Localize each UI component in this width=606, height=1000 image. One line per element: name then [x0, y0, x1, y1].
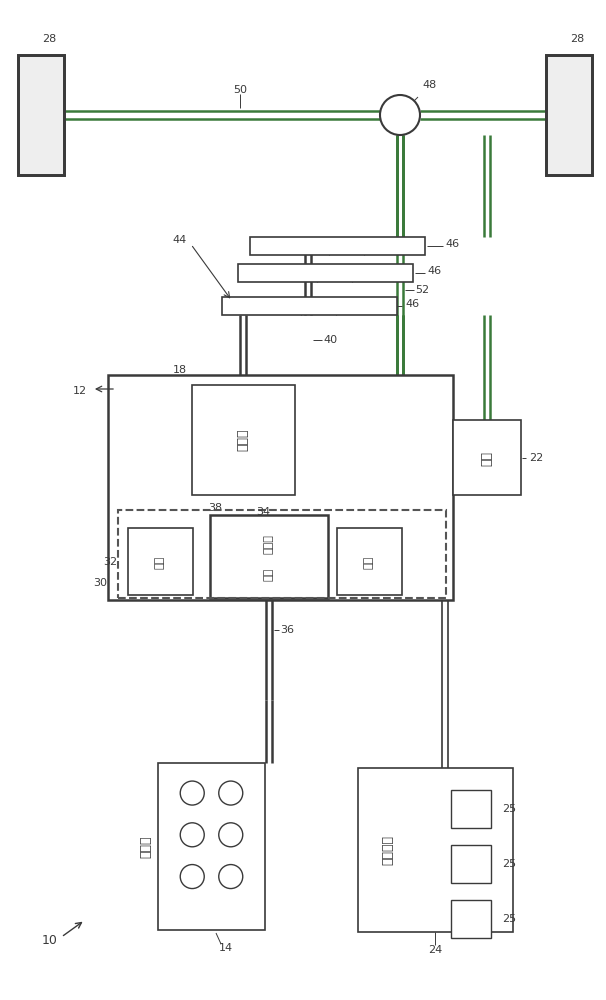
Text: 发电机: 发电机 [236, 429, 250, 451]
Text: 10: 10 [42, 934, 58, 946]
Text: 24: 24 [428, 945, 442, 955]
Circle shape [219, 823, 243, 847]
Text: 马达: 马达 [481, 450, 493, 466]
Bar [210, 515, 328, 598]
Bar [108, 375, 453, 600]
Text: 25: 25 [502, 859, 516, 869]
Bar [238, 264, 413, 282]
Bar [451, 900, 491, 938]
Text: 36: 36 [280, 625, 294, 635]
Text: 32: 32 [103, 557, 117, 567]
Text: 46: 46 [428, 266, 442, 276]
Circle shape [219, 865, 243, 889]
Bar [546, 55, 592, 175]
Bar [250, 237, 425, 255]
Text: 14: 14 [219, 943, 233, 953]
Bar [118, 510, 446, 598]
Text: 齿圈: 齿圈 [364, 555, 374, 569]
Bar [453, 420, 521, 495]
Bar [18, 55, 64, 175]
Text: 12: 12 [73, 386, 87, 396]
Text: 22: 22 [529, 453, 543, 463]
Bar [222, 297, 397, 315]
Text: 40: 40 [323, 335, 337, 345]
Bar [358, 768, 513, 932]
Text: 48: 48 [423, 80, 437, 90]
Text: 25: 25 [502, 804, 516, 814]
Text: 主电池组: 主电池组 [382, 835, 395, 865]
Bar [128, 528, 193, 595]
Text: 46: 46 [405, 299, 419, 309]
Bar [451, 845, 491, 883]
Bar [451, 790, 491, 828]
Circle shape [180, 865, 204, 889]
Text: 齿圈: 齿圈 [264, 568, 274, 581]
Circle shape [180, 781, 204, 805]
Bar [158, 763, 265, 930]
Text: 50: 50 [233, 85, 247, 95]
Bar [546, 55, 592, 175]
Text: 齿圈: 齿圈 [155, 555, 165, 569]
Text: 28: 28 [42, 34, 56, 44]
Text: 52: 52 [415, 285, 429, 295]
Text: 46: 46 [446, 239, 460, 249]
Circle shape [180, 823, 204, 847]
Text: 发动机: 发动机 [139, 836, 153, 858]
Text: 30: 30 [93, 578, 107, 588]
Bar [192, 385, 295, 495]
Text: 44: 44 [173, 235, 187, 245]
Bar [18, 55, 64, 175]
Circle shape [219, 781, 243, 805]
Circle shape [380, 95, 420, 135]
Text: 18: 18 [173, 365, 187, 375]
Bar [337, 528, 402, 595]
Text: 25: 25 [502, 914, 516, 924]
Text: 34: 34 [256, 507, 270, 517]
Text: 28: 28 [570, 34, 584, 44]
Text: 太阳轮: 太阳轮 [264, 534, 274, 554]
Text: 38: 38 [208, 503, 222, 513]
